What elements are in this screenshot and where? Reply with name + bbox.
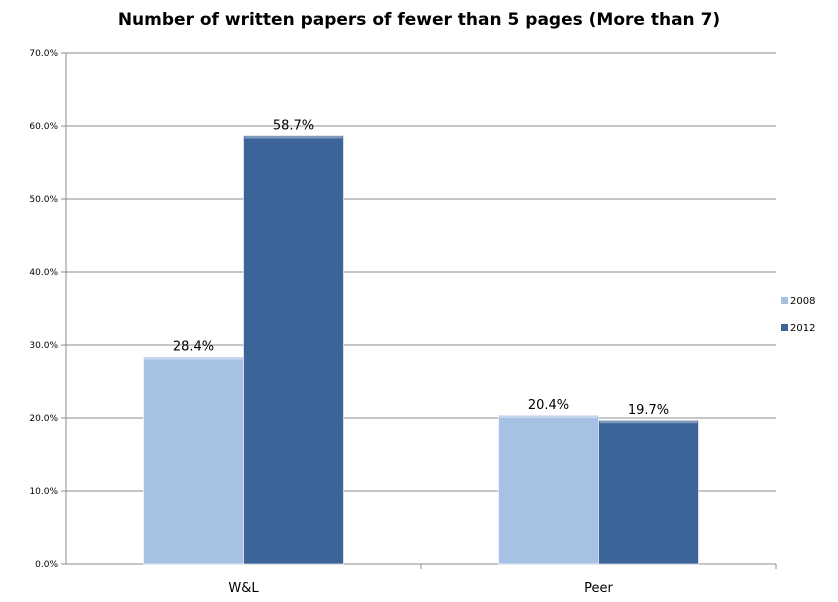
bar-highlight [599,420,698,424]
bar-highlight [144,356,243,360]
legend-label: 2008 [790,296,815,307]
x-tick-label: Peer [584,581,613,596]
data-labels: 28.4% 58.7% 20.4% 19.7% [173,118,669,418]
y-tick-label: 0.0% [35,560,58,570]
bars [143,135,699,565]
data-label: 28.4% [173,340,214,355]
x-tick-label: W&L [228,581,259,596]
bar-2008-Peer [498,414,599,565]
chart-title: Number of written papers of fewer than 5… [117,10,721,30]
y-tick-label: 20.0% [29,414,58,424]
bar-highlight [499,415,598,419]
y-tick-label: 50.0% [29,195,58,205]
legend: 2008 2012 [781,296,815,334]
bar-2012-W&L [243,135,344,565]
data-label: 19.7% [628,403,669,418]
y-tick-label: 60.0% [29,122,58,132]
data-label: 20.4% [528,398,569,413]
y-tick-label: 10.0% [29,487,58,497]
legend-swatch [781,324,788,331]
legend-label: 2012 [790,323,815,334]
legend-swatch [781,297,788,304]
bar-2008-W&L [143,356,244,565]
bar-highlight [244,135,343,139]
bar-2012-Peer [598,419,699,565]
y-tick-label: 70.0% [29,49,58,59]
y-tick-label: 30.0% [29,341,58,351]
y-tick-label: 40.0% [29,268,58,278]
data-label: 58.7% [273,118,314,133]
